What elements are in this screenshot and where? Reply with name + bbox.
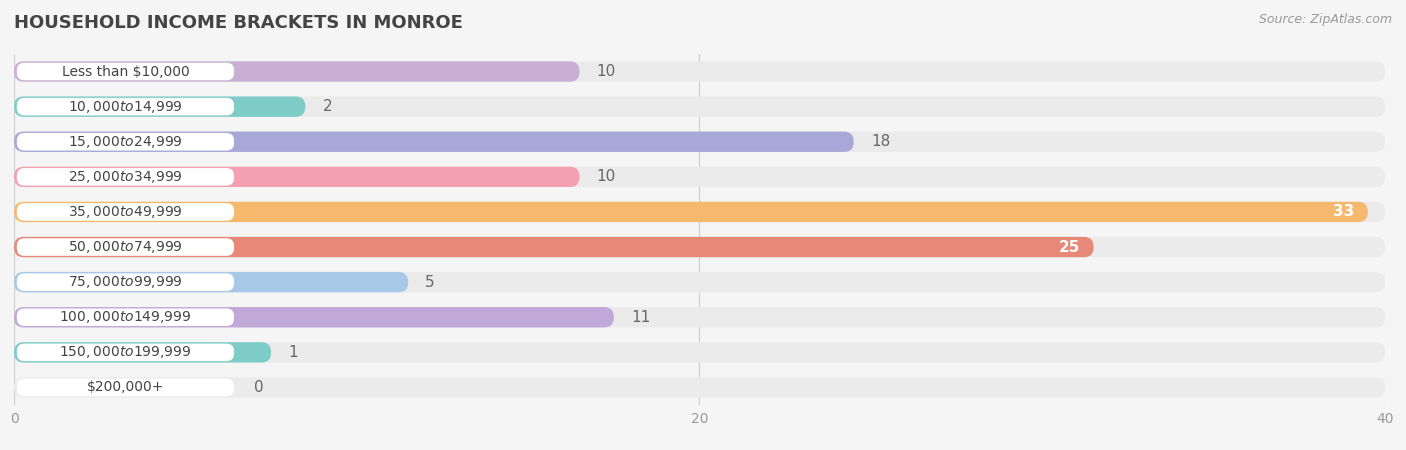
FancyBboxPatch shape [17, 168, 233, 185]
Text: 10: 10 [596, 169, 616, 184]
FancyBboxPatch shape [17, 273, 233, 291]
FancyBboxPatch shape [17, 238, 233, 256]
FancyBboxPatch shape [14, 342, 271, 363]
FancyBboxPatch shape [14, 61, 579, 82]
Text: $50,000 to $74,999: $50,000 to $74,999 [67, 239, 183, 255]
Text: HOUSEHOLD INCOME BRACKETS IN MONROE: HOUSEHOLD INCOME BRACKETS IN MONROE [14, 14, 463, 32]
Text: $75,000 to $99,999: $75,000 to $99,999 [67, 274, 183, 290]
FancyBboxPatch shape [14, 237, 1385, 257]
FancyBboxPatch shape [14, 377, 1385, 398]
Text: 1: 1 [288, 345, 298, 360]
Text: 25: 25 [1059, 239, 1080, 255]
FancyBboxPatch shape [14, 202, 1385, 222]
Text: $200,000+: $200,000+ [87, 380, 165, 395]
FancyBboxPatch shape [14, 307, 614, 328]
FancyBboxPatch shape [17, 133, 233, 150]
Text: 33: 33 [1333, 204, 1354, 220]
FancyBboxPatch shape [14, 307, 1385, 328]
FancyBboxPatch shape [14, 166, 1385, 187]
Text: $25,000 to $34,999: $25,000 to $34,999 [67, 169, 183, 185]
Text: $10,000 to $14,999: $10,000 to $14,999 [67, 99, 183, 115]
FancyBboxPatch shape [17, 309, 233, 326]
Text: Source: ZipAtlas.com: Source: ZipAtlas.com [1258, 14, 1392, 27]
FancyBboxPatch shape [17, 98, 233, 116]
FancyBboxPatch shape [14, 237, 1094, 257]
Text: $100,000 to $149,999: $100,000 to $149,999 [59, 309, 191, 325]
FancyBboxPatch shape [14, 131, 1385, 152]
Text: 2: 2 [322, 99, 332, 114]
Text: 5: 5 [425, 274, 434, 290]
FancyBboxPatch shape [14, 61, 1385, 82]
Text: 10: 10 [596, 64, 616, 79]
FancyBboxPatch shape [14, 96, 305, 117]
FancyBboxPatch shape [14, 131, 853, 152]
Text: Less than $10,000: Less than $10,000 [62, 64, 190, 79]
Text: $150,000 to $199,999: $150,000 to $199,999 [59, 344, 191, 360]
Text: $35,000 to $49,999: $35,000 to $49,999 [67, 204, 183, 220]
FancyBboxPatch shape [17, 63, 233, 80]
FancyBboxPatch shape [17, 203, 233, 220]
Text: $15,000 to $24,999: $15,000 to $24,999 [67, 134, 183, 150]
FancyBboxPatch shape [14, 272, 408, 292]
FancyBboxPatch shape [14, 166, 579, 187]
FancyBboxPatch shape [17, 379, 233, 396]
Text: 11: 11 [631, 310, 650, 325]
FancyBboxPatch shape [14, 202, 1368, 222]
Text: 0: 0 [254, 380, 263, 395]
FancyBboxPatch shape [14, 272, 1385, 292]
Text: 18: 18 [870, 134, 890, 149]
FancyBboxPatch shape [14, 342, 1385, 363]
FancyBboxPatch shape [14, 96, 1385, 117]
FancyBboxPatch shape [17, 344, 233, 361]
